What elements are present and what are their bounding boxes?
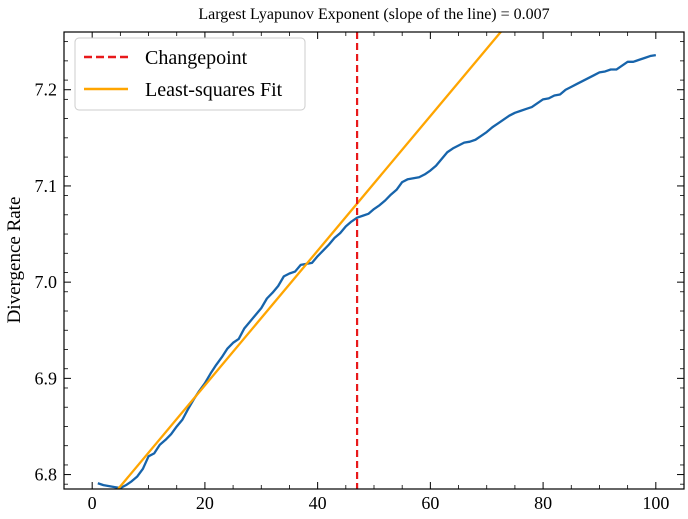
y-tick-label: 7.0 (35, 272, 58, 292)
x-tick-label: 0 (88, 493, 97, 513)
y-axis-label: Divergence Rate (4, 197, 25, 324)
legend: Changepoint Least-squares Fit (74, 37, 306, 111)
legend-label: Least-squares Fit (145, 79, 283, 101)
x-tick-label: 80 (534, 493, 552, 513)
y-tick-label: 6.8 (35, 465, 58, 485)
plot-frame (63, 31, 685, 490)
legend-label: Changepoint (145, 47, 248, 69)
x-tick-label: 20 (196, 493, 214, 513)
y-tick-label: 7.2 (35, 80, 58, 100)
legend-box (74, 37, 306, 111)
plot-area (97, 32, 657, 489)
x-tick-label: 60 (421, 493, 439, 513)
y-tick-label: 7.1 (35, 176, 58, 196)
chart-title: Largest Lyapunov Exponent (slope of the … (198, 6, 549, 23)
y-tick-label: 6.9 (35, 368, 58, 388)
divergence-rate-line (97, 53, 657, 489)
x-tick-label: 100 (642, 493, 669, 513)
least-squares-fit-line (117, 32, 503, 489)
x-tick-label: 40 (309, 493, 327, 513)
axis-ticks: 0 20 40 60 80 100 6.8 6.9 7.0 7.1 7.2 (35, 32, 685, 513)
